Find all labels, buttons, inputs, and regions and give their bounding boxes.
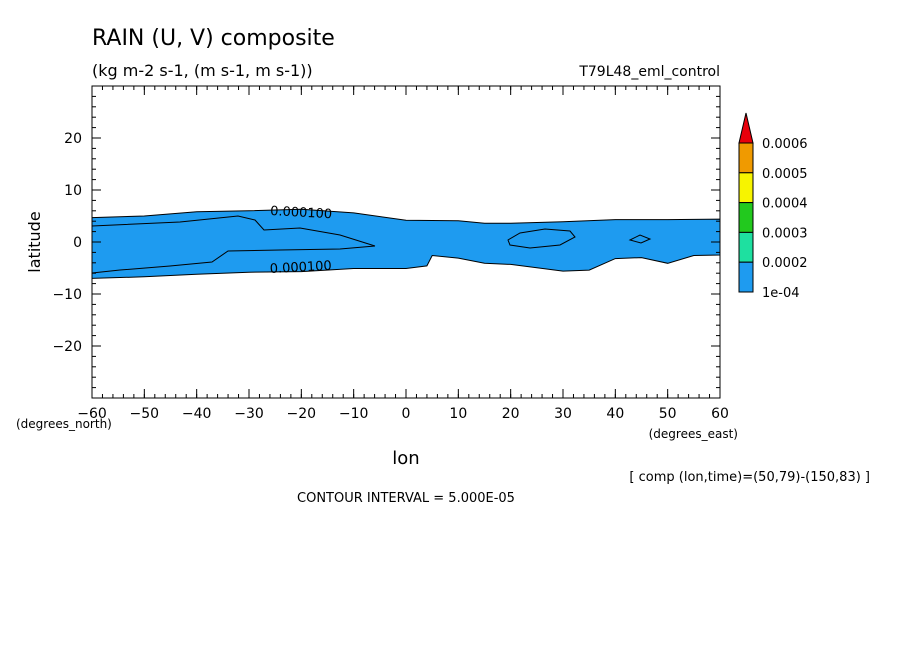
- contour-interval-label: CONTOUR INTERVAL = 5.000E-05: [297, 491, 515, 506]
- x-tick-label: 50: [659, 406, 677, 422]
- y-tick-label: 10: [64, 183, 82, 199]
- contour-closed-small: [628, 234, 652, 244]
- contour-label-south: 0.000100: [269, 259, 332, 277]
- contour-line-lower: [91, 245, 376, 274]
- x-tick-label: −60: [77, 406, 107, 422]
- footer-range: [ comp (lon,time)=(50,79)-(150,83) ]: [629, 470, 870, 485]
- colorbar-level-label: 1e-04: [762, 286, 800, 301]
- colorbar-box: [738, 142, 754, 174]
- colorbar-box: [738, 261, 754, 293]
- rain-region-1e-04: [91, 208, 721, 279]
- axis-ticks: −60 −50 −40 −30 −20 −10 0 10 20 30 40 50 60 20 10 0 −10 −…: [52, 85, 729, 422]
- y-tick-label: 0: [73, 235, 82, 251]
- y-tick-label: −20: [52, 339, 82, 355]
- x-tick-label: 60: [711, 406, 729, 422]
- chart-title: RAIN (U, V) composite: [92, 26, 335, 51]
- colorbar-overflow-triangle: [738, 112, 754, 144]
- x-tick-label: 0: [402, 406, 411, 422]
- x-tick-label: −20: [287, 406, 317, 422]
- colorbar-box: [738, 202, 754, 233]
- contour-label-north: 0.000100: [270, 204, 333, 222]
- colorbar-level-label: 0.0005: [762, 167, 808, 182]
- x-tick-label: 40: [606, 406, 624, 422]
- x-tick-label: −10: [339, 406, 369, 422]
- x-tick-label: −40: [182, 406, 212, 422]
- colorbar: 0.0006 0.0005 0.0004 0.0003 0.0002 1e-04: [738, 112, 808, 301]
- experiment-label: T79L48_eml_control: [578, 64, 720, 80]
- x-unit-label: (degrees_east): [649, 427, 738, 441]
- y-tick-label: 20: [64, 131, 82, 147]
- x-tick-label: −50: [130, 406, 160, 422]
- y-unit-label: (degrees_north): [16, 417, 112, 431]
- colorbar-level-label: 0.0003: [762, 226, 808, 241]
- colorbar-level-label: 0.0004: [762, 197, 808, 212]
- x-axis-label: lon: [392, 448, 419, 469]
- colorbar-box: [738, 172, 754, 204]
- colorbar-level-label: 0.0002: [762, 256, 808, 271]
- x-tick-label: 10: [449, 406, 467, 422]
- x-tick-label: −30: [234, 406, 264, 422]
- y-tick-label: −10: [52, 287, 82, 303]
- contour-line-upper: [91, 215, 376, 247]
- x-tick-label: 20: [502, 406, 520, 422]
- chart-subtitle: (kg m-2 s-1, (m s-1, m s-1)): [92, 61, 313, 80]
- colorbar-box: [738, 231, 754, 263]
- y-axis-label: latitude: [25, 211, 44, 272]
- x-tick-label: 30: [554, 406, 572, 422]
- colorbar-level-label: 0.0006: [762, 137, 808, 152]
- contour-closed-east: [507, 228, 576, 249]
